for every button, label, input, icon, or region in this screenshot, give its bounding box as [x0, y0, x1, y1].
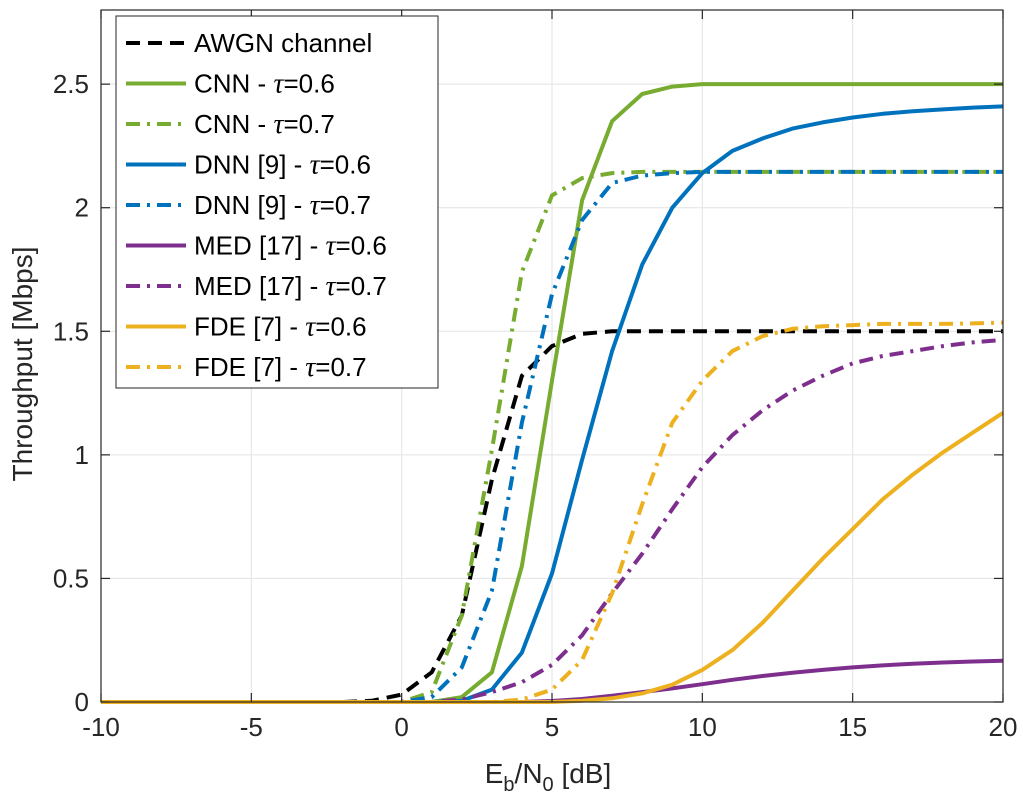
- x-label-main: E: [485, 758, 504, 789]
- legend: AWGN channel CNN - τ=0.6 CNN - τ=0.7 DNN [9…: [115, 15, 439, 389]
- legend-label-cnn-tau-0-6: CNN - τ=0.6: [194, 69, 335, 100]
- x-tick-label: -10: [82, 712, 120, 742]
- y-tick-label: 0.5: [53, 563, 89, 593]
- legend-label-fde-7-tau-0-7: FDE [7] - τ=0.7: [194, 352, 367, 383]
- series-line-dnn-9-tau-0-7: [101, 169, 1003, 704]
- legend-label-dnn-9-tau-0-6: DNN [9] - τ=0.6: [194, 150, 371, 181]
- legend-label-med-17-tau-0-7: MED [17] - τ=0.7: [194, 271, 387, 302]
- x-tick-label: 0: [394, 712, 408, 742]
- x-tick-label: -5: [240, 712, 263, 742]
- y-axis-label: Throughput [Mbps]: [7, 246, 38, 481]
- series-line-dnn-9-tau-0-6: [101, 104, 1004, 704]
- legend-label-med-17-tau-0-6: MED [17] - τ=0.6: [194, 231, 387, 262]
- y-tick-label: 2: [75, 193, 89, 223]
- ticks: -10 -5 0 5 10 15 20 0 0.5 1 1.5 2 2.5: [53, 10, 1018, 742]
- x-tick-label: 15: [838, 712, 867, 742]
- x-axis-label: Eb/N0 [dB]: [485, 758, 612, 796]
- legend-label-dnn-9-tau-0-7: DNN [9] - τ=0.7: [194, 190, 371, 221]
- x-label-sub1: b: [503, 774, 514, 796]
- x-tick-label: 20: [989, 712, 1018, 742]
- series-line-fde-7-tau-0-6: [101, 411, 1005, 704]
- legend-label-fde-7-tau-0-6: FDE [7] - τ=0.6: [194, 312, 367, 343]
- series-line-fde-7-tau-0-7: [101, 320, 1004, 704]
- legend-label-awgn-channel: AWGN channel: [194, 28, 372, 58]
- y-tick-label: 1: [75, 440, 89, 470]
- x-label-sub2: 0: [543, 774, 554, 796]
- series-lines: [101, 82, 1005, 704]
- x-label-tail: [dB]: [554, 758, 612, 789]
- x-tick-label: 10: [688, 712, 717, 742]
- series-line-med-17-tau-0-7: [101, 337, 1004, 704]
- y-tick-label: 0: [75, 687, 89, 717]
- legend-label-cnn-tau-0-7: CNN - τ=0.7: [194, 109, 335, 140]
- x-label-mid: /N: [515, 758, 543, 789]
- y-tick-label: 2.5: [53, 69, 89, 99]
- x-tick-label: 5: [545, 712, 559, 742]
- y-tick-label: 1.5: [53, 316, 89, 346]
